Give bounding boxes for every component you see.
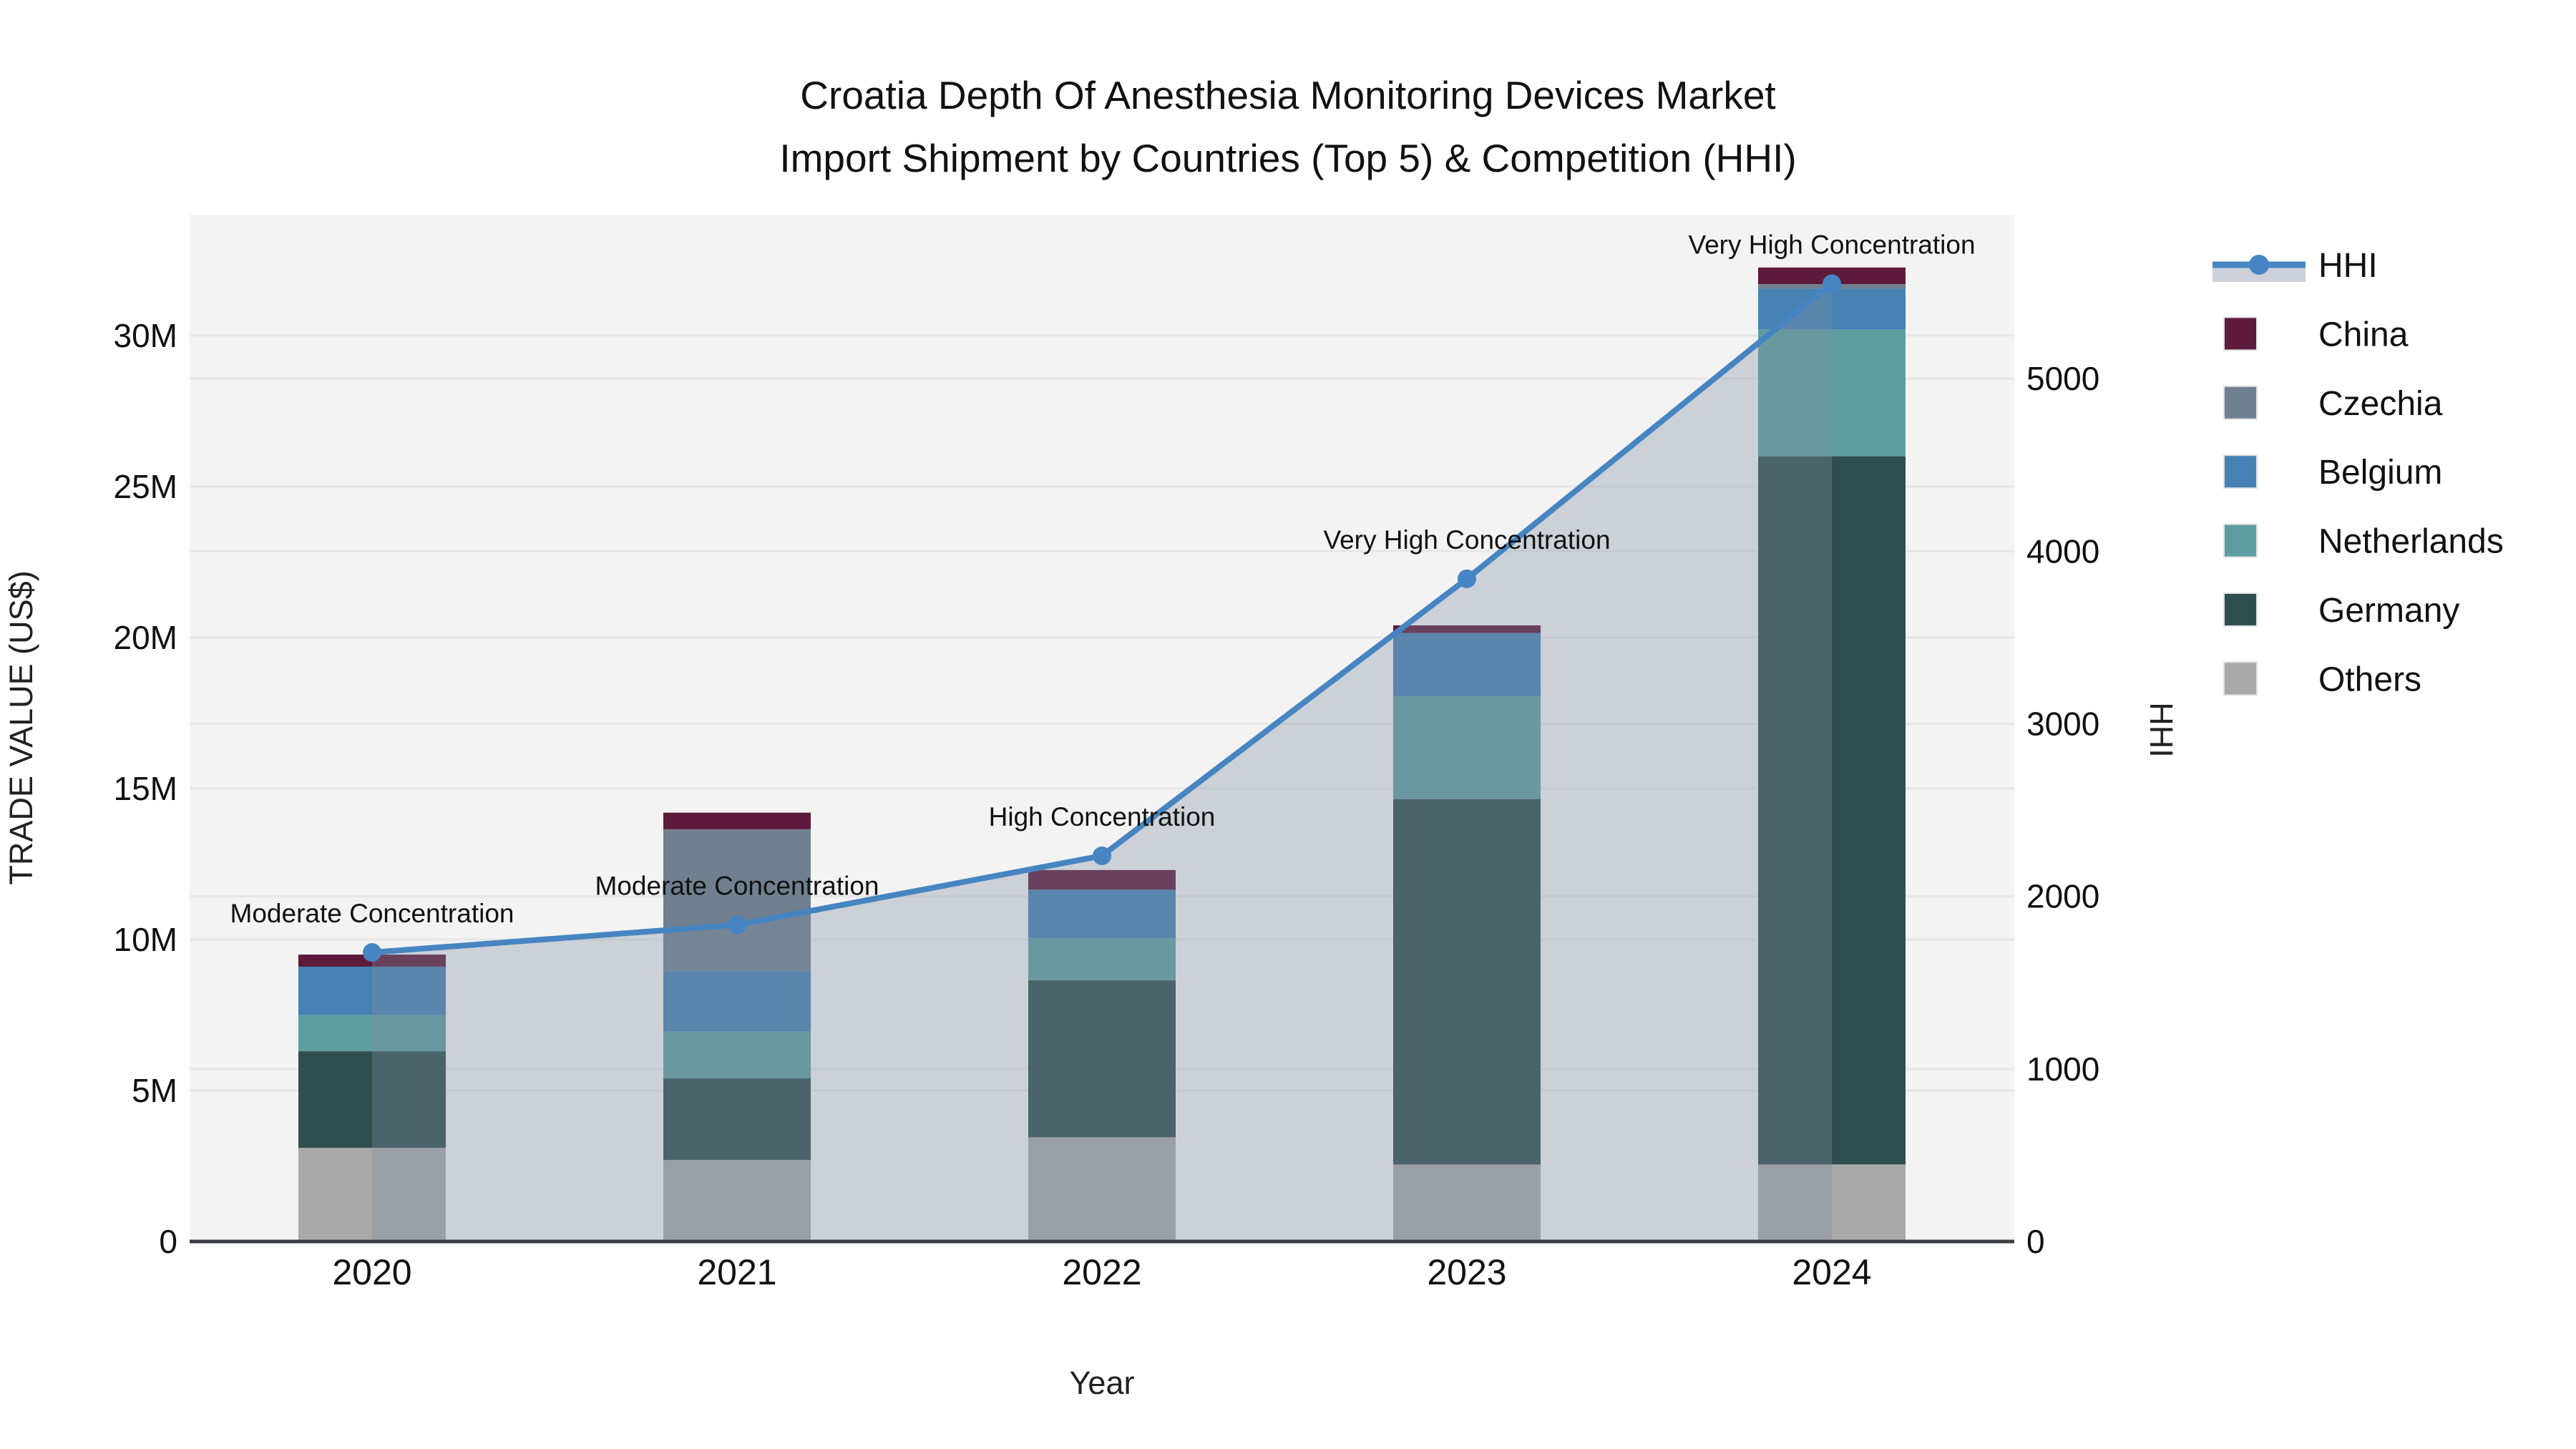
chart-title-line2: Import Shipment by Countries (Top 5) & C… bbox=[779, 136, 1796, 180]
right-tick-4000: 4000 bbox=[2026, 532, 2099, 570]
left-tick-30M: 30M bbox=[114, 317, 177, 354]
hhi-area-fill bbox=[372, 283, 1832, 1241]
left-tick-25M: 25M bbox=[114, 468, 177, 505]
right-tick-5000: 5000 bbox=[2026, 360, 2099, 397]
bar-2021-netherlands[interactable] bbox=[663, 1031, 811, 1079]
legend-item-germany[interactable]: Germany bbox=[2223, 592, 2459, 630]
legend-item-belgium[interactable]: Belgium bbox=[2223, 454, 2442, 492]
left-tick-10M: 10M bbox=[114, 921, 177, 958]
legend-swatch-belgium bbox=[2223, 454, 2258, 489]
x-tick-2023: 2023 bbox=[1427, 1252, 1506, 1292]
left-tick-5M: 5M bbox=[132, 1072, 177, 1109]
chart-title-line1: Croatia Depth Of Anesthesia Monitoring D… bbox=[800, 73, 1775, 117]
hhi-marker-2021[interactable] bbox=[728, 915, 746, 935]
x-axis-title: Year bbox=[1070, 1365, 1135, 1401]
right-tick-1000: 1000 bbox=[2026, 1050, 2099, 1088]
legend-swatch-germany bbox=[2223, 592, 2258, 627]
legend-label-czechia: Czechia bbox=[2318, 385, 2443, 423]
left-tick-15M: 15M bbox=[114, 770, 177, 807]
legend: HHI China Czechia Belgium Netherlands Germany… bbox=[2212, 247, 2504, 698]
bar-2021-czechia[interactable] bbox=[663, 829, 811, 972]
bar-2021-others[interactable] bbox=[663, 1160, 811, 1241]
legend-item-czechia[interactable]: Czechia bbox=[2223, 385, 2443, 423]
legend-item-china[interactable]: China bbox=[2223, 316, 2409, 353]
legend-item-netherlands[interactable]: Netherlands bbox=[2223, 523, 2504, 561]
stacked-bars bbox=[298, 267, 1906, 1241]
legend-label-hhi: HHI bbox=[2318, 247, 2378, 285]
left-tick-0: 0 bbox=[159, 1223, 177, 1260]
bar-2021-germany[interactable] bbox=[663, 1078, 811, 1161]
bar-2023-china[interactable] bbox=[1393, 625, 1541, 633]
right-tick-3000: 3000 bbox=[2026, 705, 2099, 742]
bar-2023-germany[interactable] bbox=[1393, 799, 1541, 1165]
annotation-2020: Moderate Concentration bbox=[230, 899, 514, 928]
bar-2020-netherlands[interactable] bbox=[298, 1015, 446, 1052]
x-tick-2020: 2020 bbox=[332, 1252, 411, 1292]
concentration-annotations: Moderate Concentration Moderate Concentra… bbox=[230, 230, 1976, 928]
hhi-area-polygon bbox=[372, 283, 1832, 1241]
bar-2024-netherlands[interactable] bbox=[1758, 329, 1906, 457]
legend-label-china: China bbox=[2318, 316, 2409, 353]
legend-item-hhi[interactable]: HHI bbox=[2212, 247, 2378, 285]
hhi-marker-2024[interactable] bbox=[1823, 274, 1841, 293]
right-tick-0: 0 bbox=[2026, 1223, 2045, 1260]
hhi-marker-2020[interactable] bbox=[363, 943, 381, 962]
bar-2023-belgium[interactable] bbox=[1393, 633, 1541, 697]
bar-2021-china[interactable] bbox=[663, 812, 811, 829]
x-tick-2021: 2021 bbox=[697, 1252, 776, 1292]
legend-label-germany: Germany bbox=[2318, 592, 2459, 630]
bar-2024-germany[interactable] bbox=[1758, 456, 1906, 1165]
legend-swatch-czechia bbox=[2223, 385, 2258, 420]
bar-2022-netherlands[interactable] bbox=[1028, 937, 1176, 980]
annotation-2021: Moderate Concentration bbox=[595, 871, 879, 900]
legend-label-netherlands: Netherlands bbox=[2318, 523, 2504, 561]
left-axis-title: TRADE VALUE (US$) bbox=[3, 570, 39, 884]
bar-2022-belgium[interactable] bbox=[1028, 889, 1176, 938]
legend-item-others[interactable]: Others bbox=[2223, 660, 2421, 698]
legend-swatch-china bbox=[2223, 316, 2258, 351]
right-tick-2000: 2000 bbox=[2026, 878, 2099, 915]
axis-ticks: 0 5M 10M 15M 20M 25M 30M 0 1000 2000 3000 4000 5000 2… bbox=[114, 317, 2100, 1292]
x-tick-2024: 2024 bbox=[1792, 1252, 1871, 1292]
bar-2022-others[interactable] bbox=[1028, 1137, 1176, 1241]
legend-label-belgium: Belgium bbox=[2318, 454, 2442, 492]
left-tick-20M: 20M bbox=[114, 619, 177, 656]
bar-2023-others[interactable] bbox=[1393, 1164, 1541, 1241]
bar-2023-netherlands[interactable] bbox=[1393, 696, 1541, 799]
annotation-2024: Very High Concentration bbox=[1688, 230, 1975, 259]
hhi-line bbox=[363, 274, 1841, 962]
annotation-2023: Very High Concentration bbox=[1323, 525, 1610, 555]
legend-swatch-netherlands bbox=[2223, 523, 2258, 558]
x-tick-2022: 2022 bbox=[1062, 1252, 1141, 1292]
annotation-2022: High Concentration bbox=[989, 802, 1216, 831]
hhi-legend-marker bbox=[2249, 255, 2269, 275]
bar-2024-others[interactable] bbox=[1758, 1164, 1906, 1241]
bar-2020-belgium[interactable] bbox=[298, 966, 446, 1015]
bar-2021-belgium[interactable] bbox=[663, 971, 811, 1032]
hhi-marker-2022[interactable] bbox=[1093, 846, 1111, 865]
hhi-marker-2023[interactable] bbox=[1458, 569, 1476, 588]
right-axis-title: HHI bbox=[2143, 702, 2180, 758]
bar-2022-germany[interactable] bbox=[1028, 980, 1176, 1138]
bar-2020-germany[interactable] bbox=[298, 1051, 446, 1148]
legend-swatch-others bbox=[2223, 661, 2258, 696]
legend-label-others: Others bbox=[2318, 660, 2421, 698]
bar-2022-china[interactable] bbox=[1028, 869, 1176, 890]
bar-2020-others[interactable] bbox=[298, 1148, 446, 1241]
